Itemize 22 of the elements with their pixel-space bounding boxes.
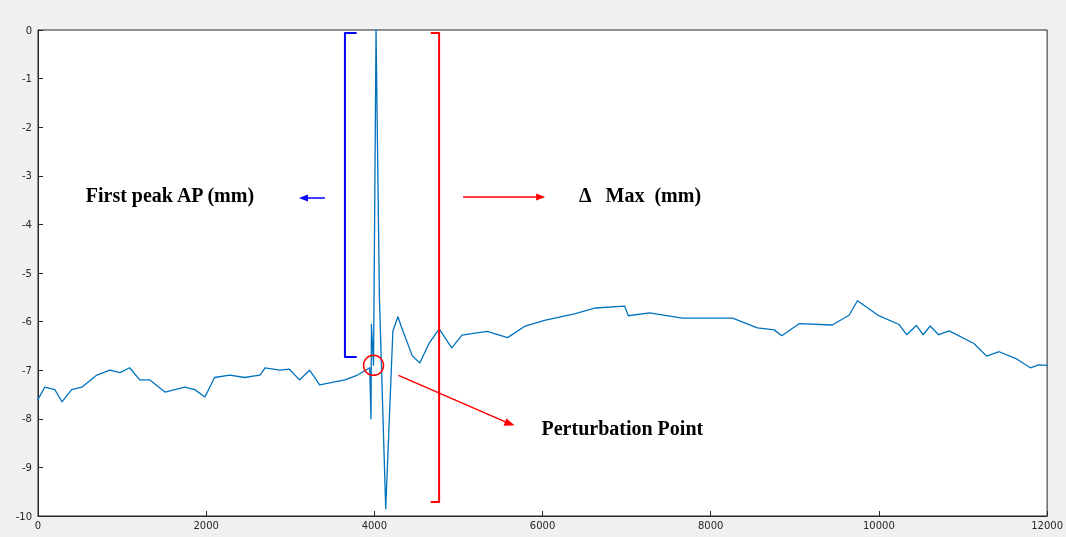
y-tick-label: -3 (22, 170, 32, 182)
y-tick-label: -10 (15, 510, 32, 522)
x-tick-label: 12000 (1031, 519, 1063, 531)
y-tick-label: -5 (22, 267, 32, 279)
x-tick-label: 0 (34, 519, 42, 531)
y-tick-label: -4 (22, 218, 32, 230)
x-tick-label: 10000 (863, 519, 895, 531)
x-tick-label: 6000 (529, 519, 556, 531)
annotation: Perturbation Point (541, 416, 704, 442)
y-tick-label: 0 (25, 24, 32, 36)
y-tick-label: -2 (22, 121, 32, 133)
line-series (37, 29, 1048, 510)
y-tick-label: -6 (22, 316, 32, 328)
x-tick-label: 2000 (193, 519, 219, 531)
y-tick-label: -8 (22, 413, 32, 425)
annotation: First peak AP (mm) (84, 183, 255, 209)
y-tick-label: -9 (22, 461, 32, 473)
x-tick-label: 4000 (361, 519, 388, 531)
annotation: Δ Max (mm) (579, 183, 702, 209)
y-tick-label: -7 (22, 364, 32, 376)
x-tick-label: 8000 (698, 519, 724, 531)
y-tick-label: -1 (22, 73, 32, 85)
